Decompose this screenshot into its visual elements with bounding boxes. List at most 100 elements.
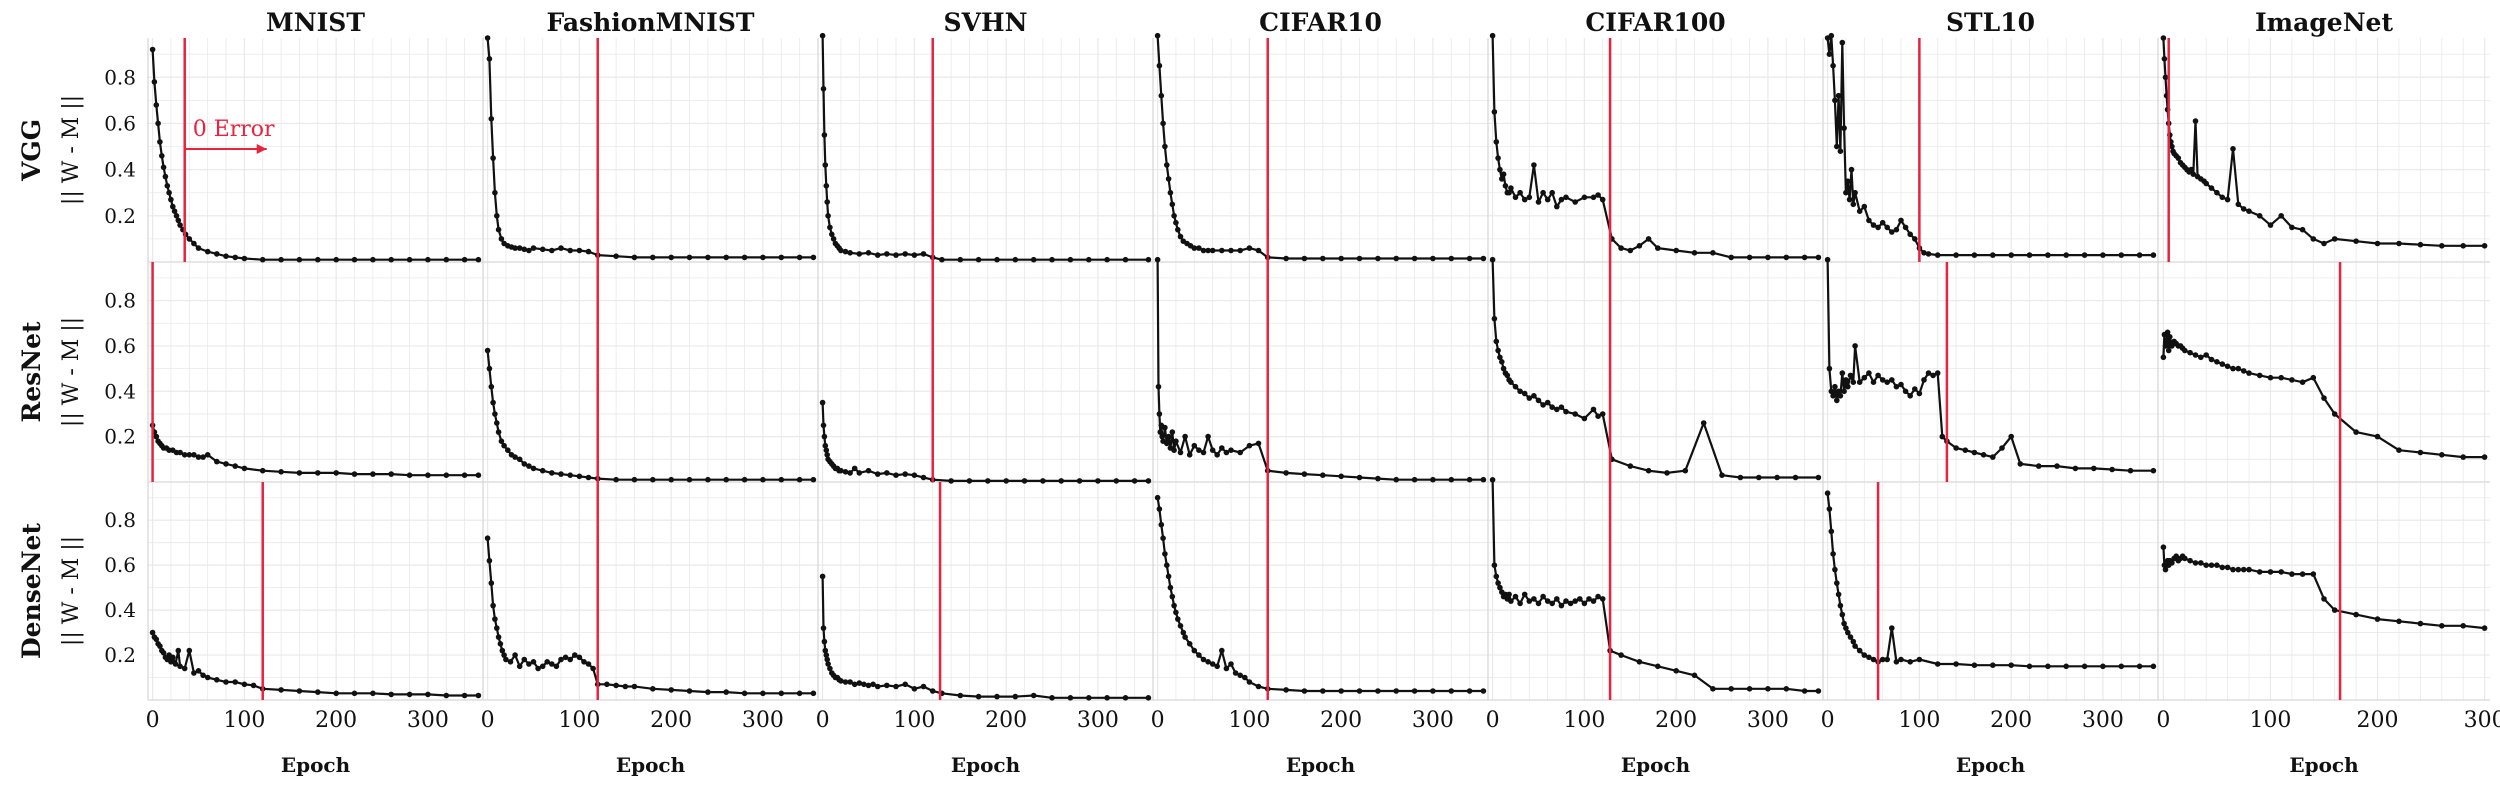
data-point — [1618, 245, 1624, 251]
data-point — [1861, 203, 1868, 210]
data-point — [1506, 591, 1512, 598]
panel-resnet-mnist — [149, 262, 482, 482]
data-point — [1219, 247, 1225, 254]
data-point — [2224, 564, 2231, 571]
data-point — [170, 654, 176, 661]
data-point — [920, 683, 927, 690]
data-point — [1828, 388, 1835, 395]
data-point — [1223, 665, 1230, 672]
data-point — [153, 433, 160, 440]
data-point — [2162, 343, 2169, 349]
data-point — [1870, 379, 1877, 386]
data-point — [2054, 463, 2060, 469]
data-point — [1645, 467, 1652, 474]
data-point — [1830, 393, 1836, 399]
data-point — [650, 254, 656, 261]
data-point — [810, 690, 817, 697]
data-point — [1879, 656, 1886, 663]
data-point — [526, 247, 532, 254]
data-point — [1691, 672, 1698, 679]
data-point — [1177, 233, 1184, 240]
data-point — [191, 452, 197, 458]
data-point — [2214, 189, 2220, 196]
data-point — [1902, 388, 1909, 395]
data-point — [2289, 571, 2295, 577]
annotation-zero-error: 0 Error — [193, 117, 275, 142]
data-point — [1003, 478, 1009, 484]
data-point — [1845, 629, 1851, 636]
data-point — [1180, 629, 1187, 636]
x-axis-label: Epoch — [2289, 753, 2359, 777]
data-point — [2417, 620, 2424, 627]
data-point — [1627, 463, 1634, 469]
data-point — [181, 665, 188, 672]
data-point — [1962, 447, 1969, 454]
data-point — [1012, 693, 1019, 700]
data-point — [1737, 474, 1744, 481]
data-point — [1411, 476, 1418, 483]
data-point — [1710, 250, 1716, 256]
data-point — [1491, 315, 1498, 322]
panel-densenet-stl10 — [1824, 482, 2157, 700]
data-point — [1599, 411, 1606, 417]
data-point — [1448, 688, 1455, 694]
data-point — [994, 693, 1000, 700]
data-point — [562, 654, 569, 661]
x-tick-label: 300 — [1077, 708, 1119, 733]
data-point — [1375, 688, 1381, 694]
data-point — [884, 251, 890, 257]
data-point — [567, 472, 573, 479]
column-title-fashionmnist: FashionMNIST — [546, 8, 754, 37]
data-point — [388, 471, 395, 477]
data-point — [1182, 433, 1188, 440]
data-point — [613, 253, 619, 259]
data-point — [2163, 338, 2170, 345]
data-point — [1866, 217, 1872, 224]
data-point — [861, 681, 867, 688]
data-point — [1491, 562, 1498, 568]
data-point — [535, 665, 541, 672]
data-point — [1953, 445, 1959, 451]
data-point — [1655, 663, 1661, 670]
data-point — [827, 665, 833, 672]
data-point — [2374, 433, 2381, 440]
data-point — [1595, 192, 1601, 198]
panel-resnet-cifar100 — [1489, 256, 1822, 482]
y-axis-label: || W - M || — [59, 317, 84, 427]
data-point — [558, 656, 564, 663]
panel-densenet-mnist — [149, 482, 482, 700]
data-point — [1228, 247, 1234, 254]
data-point — [2224, 363, 2231, 370]
data-point — [2008, 433, 2014, 440]
data-point — [1301, 255, 1308, 262]
data-point — [2026, 252, 2033, 258]
data-point — [1925, 251, 1932, 257]
data-point — [1850, 638, 1857, 645]
data-point — [484, 347, 491, 354]
data-point — [842, 679, 849, 685]
data-point — [842, 469, 849, 475]
data-point — [820, 625, 827, 631]
data-point — [1847, 372, 1854, 379]
data-point — [1563, 598, 1569, 604]
data-point — [1145, 478, 1152, 484]
data-point — [1916, 390, 1923, 397]
data-point — [1156, 62, 1163, 69]
data-point — [521, 246, 528, 253]
data-point — [484, 535, 491, 541]
data-point — [1907, 231, 1913, 238]
data-point — [1497, 166, 1503, 173]
data-point — [370, 690, 376, 697]
data-point — [1971, 662, 1978, 668]
data-point — [1581, 415, 1588, 422]
data-point — [475, 256, 482, 263]
data-point — [1843, 377, 1849, 383]
data-point — [1934, 370, 1941, 376]
data-point — [2203, 562, 2209, 568]
data-point — [1489, 256, 1496, 263]
data-point — [686, 688, 693, 694]
column-title-stl10: STL10 — [1946, 8, 2035, 37]
data-point — [1898, 217, 1904, 224]
data-point — [2063, 252, 2069, 258]
data-point — [723, 476, 729, 483]
